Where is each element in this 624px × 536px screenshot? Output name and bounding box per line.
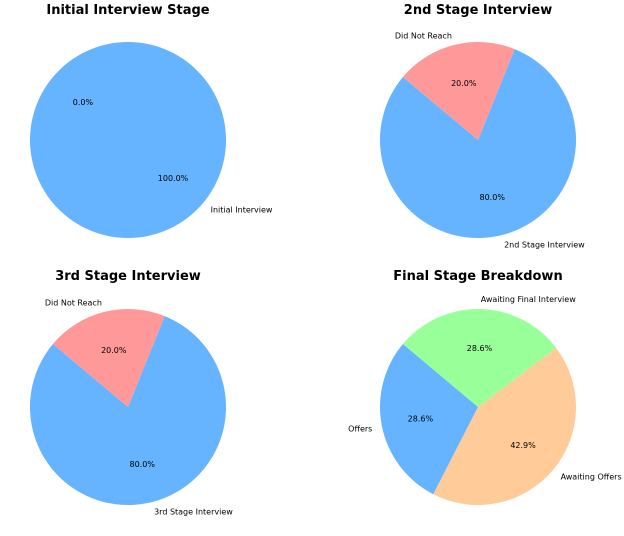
chart-panel-3rd-stage: 3rd Stage Interview 80.0% 3rd Stage Inter… xyxy=(29,269,233,517)
slice-label-did-not-reach: Did Not Reach xyxy=(45,298,102,307)
pct-label-awaiting-final-interview: 28.6% xyxy=(467,344,493,353)
slice-label-awaiting-final-interview: Awaiting Final Interview xyxy=(481,295,577,304)
chart-panel-final-stage: Final Stage Breakdown 28.6% Offers 42.9% Aw… xyxy=(348,269,622,505)
pie-slice-initial-interview xyxy=(30,42,226,238)
slice-label-2nd-stage-interview: 2nd Stage Interview xyxy=(504,241,585,250)
chart-title: Final Stage Breakdown xyxy=(393,269,562,284)
pct-label-initial-interview: 100.0% xyxy=(158,174,189,183)
pie-slice-2nd-stage-interview xyxy=(379,49,576,239)
pie-slice-awaiting-offers xyxy=(433,347,576,505)
pie-slice-did-not-reach xyxy=(52,309,165,407)
chart-panel-initial-interview: Initial Interview Stage 100.0% Initial In… xyxy=(30,3,273,238)
pct-label-offers: 28.6% xyxy=(408,415,434,424)
pct-label-3rd-stage-interview: 80.0% xyxy=(130,460,156,469)
slice-label-offers: Offers xyxy=(348,424,372,433)
pct-label-did-not-reach: 20.0% xyxy=(451,79,477,88)
slice-label-did-not-reach: Did Not Reach xyxy=(395,31,452,40)
slice-label-3rd-stage-interview: 3rd Stage Interview xyxy=(154,508,233,517)
pct-label-did-not-reach: 20.0% xyxy=(101,346,127,355)
chart-title: Initial Interview Stage xyxy=(46,3,209,18)
pct-label-2nd-stage-interview: 80.0% xyxy=(480,193,506,202)
pct-label-awaiting-offers: 42.9% xyxy=(510,441,536,450)
pie-slice-did-not-reach xyxy=(402,42,515,140)
pie-slice-awaiting-final-interview xyxy=(402,309,557,407)
pie-slice-3rd-stage-interview xyxy=(29,316,226,505)
chart-title: 2nd Stage Interview xyxy=(404,3,552,18)
chart-title: 3rd Stage Interview xyxy=(55,269,201,284)
slice-label-awaiting-offers: Awaiting Offers xyxy=(561,472,622,481)
pie-slice-offers xyxy=(380,344,478,495)
slice-label-initial-interview: Initial Interview xyxy=(211,205,273,214)
pct-label-slice-1: 0.0% xyxy=(73,98,94,107)
chart-panel-2nd-stage: 2nd Stage Interview 80.0% 2nd Stage Inter… xyxy=(379,3,585,250)
